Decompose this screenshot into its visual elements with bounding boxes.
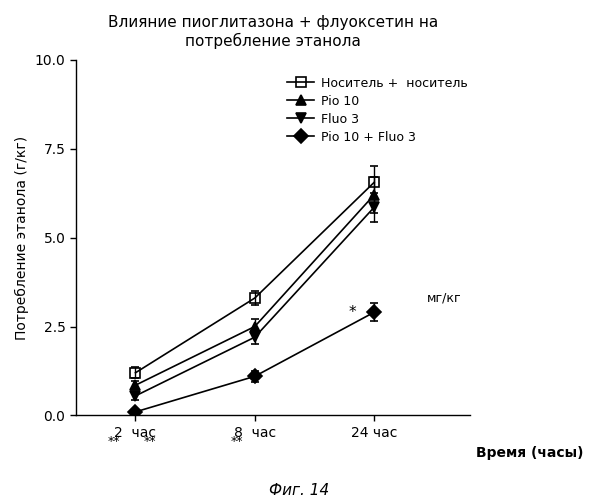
Text: Фиг. 14: Фиг. 14 (270, 483, 329, 498)
Text: Время (часы): Время (часы) (476, 446, 584, 460)
Text: **: ** (144, 435, 156, 448)
Text: **: ** (231, 435, 243, 448)
Text: мг/кг: мг/кг (427, 292, 462, 304)
Legend: Носитель +  носитель, Pio 10, Fluo 3, Pio 10 + Fluo 3: Носитель + носитель, Pio 10, Fluo 3, Pio… (287, 76, 467, 144)
Text: *: * (349, 305, 356, 320)
Y-axis label: Потребление этанола (г/кг): Потребление этанола (г/кг) (15, 136, 29, 340)
Title: Влияние пиоглитазона + флуоксетин на
потребление этанола: Влияние пиоглитазона + флуоксетин на пот… (108, 15, 438, 49)
Text: **: ** (108, 435, 120, 448)
